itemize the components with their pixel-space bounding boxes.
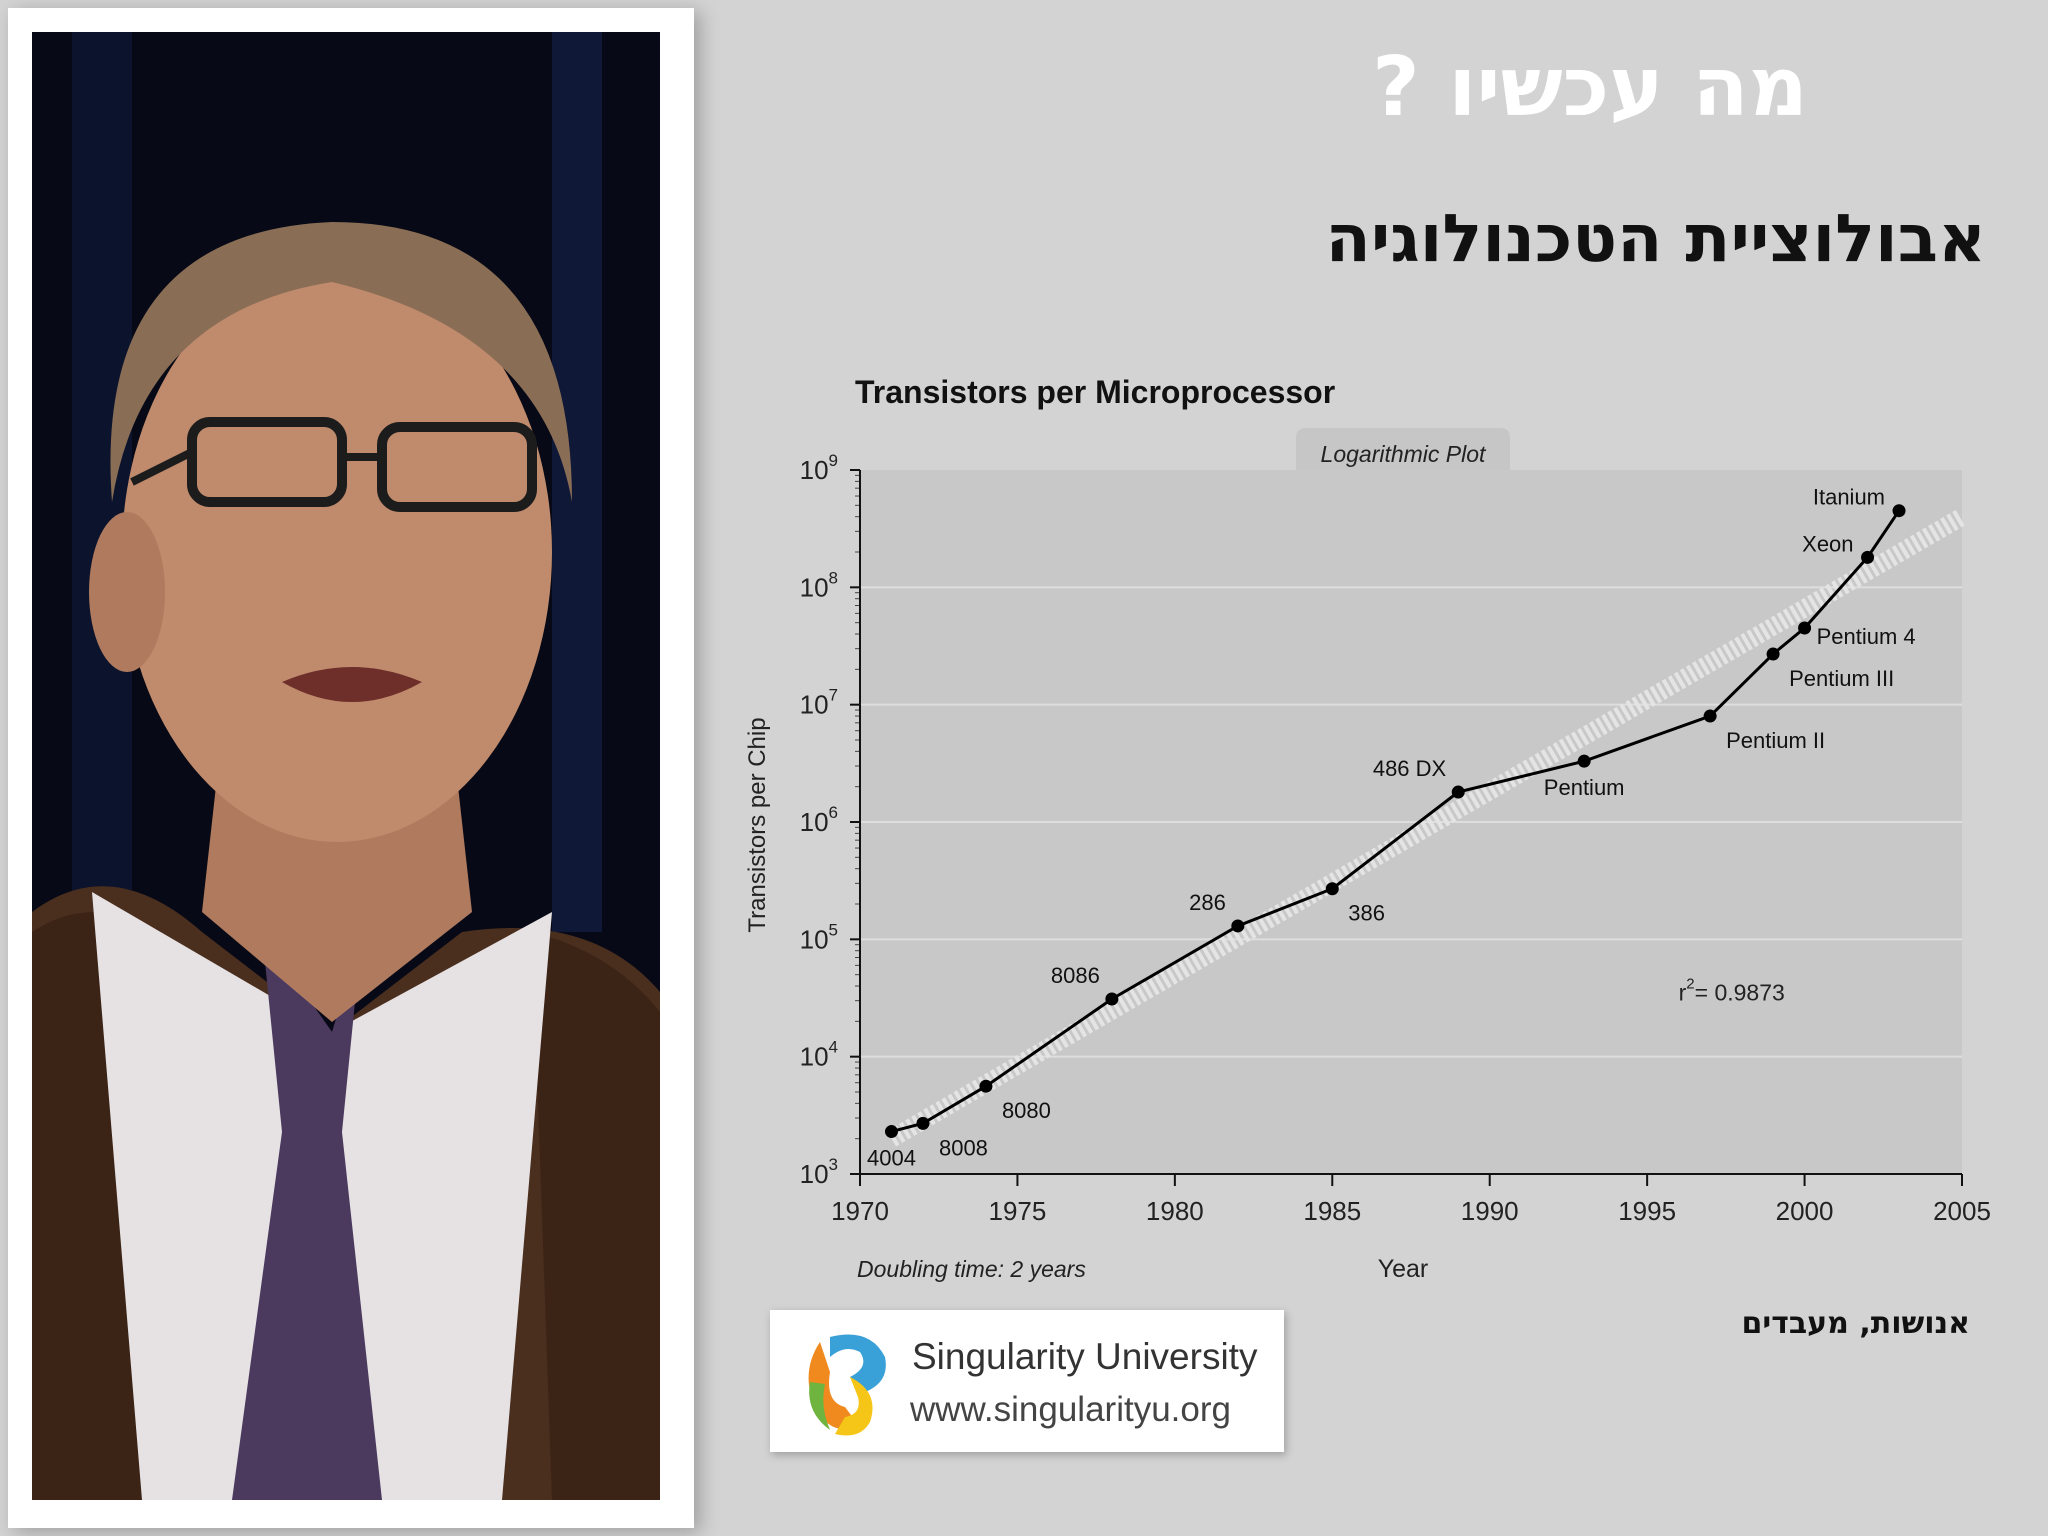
plot-area xyxy=(860,470,1962,1174)
point-label-xeon: Xeon xyxy=(1802,531,1853,556)
data-point-pentium-4 xyxy=(1798,621,1812,635)
data-point-286 xyxy=(1231,919,1245,933)
y-tick-label: 105 xyxy=(800,920,838,954)
chart-subtitle-tab xyxy=(1296,428,1510,470)
axes: 103 104 105 106 107 108 109 1970 1975 1980 1985 199… xyxy=(800,451,1991,1226)
logo-name: Singularity University xyxy=(912,1336,1258,1377)
data-point-pentium-ii xyxy=(1703,709,1717,723)
y-tick-label: 107 xyxy=(800,686,838,720)
slide-caption: אנושות, מעבדים xyxy=(1741,1306,1970,1341)
point-label-pentium: Pentium xyxy=(1544,775,1625,800)
speaker-photo-frame xyxy=(8,8,694,1528)
y-axis-label: Transistors per Chip xyxy=(744,717,771,932)
x-axis-label: Year xyxy=(1378,1255,1429,1283)
singularity-logo-icon xyxy=(808,1334,886,1436)
point-label-386: 386 xyxy=(1348,901,1385,926)
data-point-8008 xyxy=(916,1116,930,1130)
point-label-4004: 4004 xyxy=(867,1146,916,1171)
singularity-logo: Singularity University www.singularityu.… xyxy=(770,1310,1284,1452)
slide-title: מה עכשיו ? xyxy=(1372,40,1808,135)
trend-line xyxy=(886,508,1967,1147)
data-point-486-dx xyxy=(1451,785,1465,799)
x-tick-label: 2000 xyxy=(1776,1196,1834,1226)
x-tick-label: 1995 xyxy=(1618,1196,1676,1226)
data-point-xeon xyxy=(1861,550,1875,564)
chart-footnote: Doubling time: 2 years xyxy=(857,1256,1086,1282)
slide-subtitle: אבולוציית הטכנולוגיה xyxy=(1325,200,1986,277)
point-label-pentium-4: Pentium 4 xyxy=(1817,624,1916,649)
grid-lines xyxy=(860,586,1962,1058)
speaker-illustration xyxy=(32,32,660,1500)
data-points xyxy=(884,504,1906,1139)
point-label-pentium-iii: Pentium III xyxy=(1789,666,1894,691)
chart-title: Transistors per Microprocessor xyxy=(855,374,1335,410)
y-tick-label: 103 xyxy=(800,1155,838,1189)
y-tick-label: 106 xyxy=(800,803,838,837)
data-point-8086 xyxy=(1105,992,1119,1006)
series-polyline xyxy=(891,509,1901,1134)
x-tick-label: 1985 xyxy=(1303,1196,1361,1226)
y-tick-label: 109 xyxy=(800,451,838,485)
x-tick-label: 1990 xyxy=(1461,1196,1519,1226)
data-point-8080 xyxy=(979,1079,993,1093)
logo-url[interactable]: www.singularityu.org xyxy=(910,1390,1231,1429)
point-label-pentium-ii: Pentium II xyxy=(1726,728,1825,753)
data-point-itanium xyxy=(1892,504,1906,518)
point-label-8008: 8008 xyxy=(939,1135,988,1160)
trend-band xyxy=(886,508,1967,1147)
series-line xyxy=(891,509,1901,1134)
point-label-itanium: Itanium xyxy=(1813,485,1885,510)
y-tick-label: 104 xyxy=(800,1038,838,1072)
x-tick-label: 1980 xyxy=(1146,1196,1204,1226)
data-point-386 xyxy=(1325,882,1339,896)
point-label-8086: 8086 xyxy=(1051,963,1100,988)
point-labels: 4004 8008 8080 8086 286 386 486 DX Pentium Penti… xyxy=(867,485,1916,1171)
point-label-486-dx: 486 DX xyxy=(1373,756,1447,781)
data-point-4004 xyxy=(884,1125,898,1139)
data-point-pentium-iii xyxy=(1766,647,1780,661)
data-point-pentium xyxy=(1577,754,1591,768)
speaker-photo xyxy=(32,32,660,1500)
point-label-286: 286 xyxy=(1189,890,1226,915)
y-tick-label: 108 xyxy=(800,568,838,602)
x-tick-label: 1970 xyxy=(831,1196,889,1226)
chart-subtitle: Logarithmic Plot xyxy=(1321,441,1488,467)
x-tick-label: 1975 xyxy=(989,1196,1047,1226)
r-squared-annotation: r2= 0.9873 xyxy=(1679,976,1785,1006)
point-label-8080: 8080 xyxy=(1002,1098,1051,1123)
x-tick-label: 2005 xyxy=(1933,1196,1991,1226)
